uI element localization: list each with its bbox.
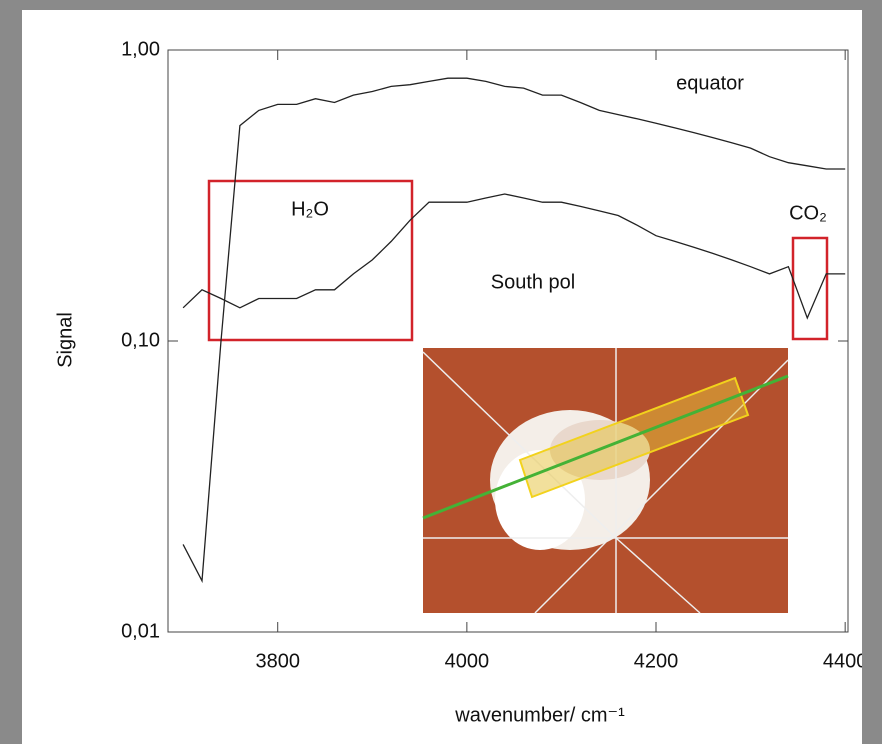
co2-box <box>791 236 829 341</box>
series-label: equator <box>676 72 744 94</box>
h2o-box <box>207 179 414 342</box>
x-tick-label: 4200 <box>634 650 679 672</box>
x-tick-label: 4000 <box>445 650 490 672</box>
x-tick-label: 3800 <box>255 650 300 672</box>
annotation: H₂O <box>291 198 329 220</box>
y-tick-label: 0,01 <box>121 620 160 642</box>
y-axis-label: Signal <box>54 312 76 368</box>
y-tick-label: 1,00 <box>121 38 160 60</box>
y-tick-label: 0,10 <box>121 329 160 351</box>
annotation: CO₂ <box>789 202 827 224</box>
series-label: South pol <box>491 271 576 293</box>
chart: H₂O CO₂ equator South pol Signal wavenum… <box>22 10 862 744</box>
series-line <box>182 193 846 320</box>
inset-image <box>422 348 789 614</box>
series-line <box>182 77 846 584</box>
x-tick-label: 4400 <box>823 650 862 672</box>
x-axis-label: wavenumber/ cm⁻¹ <box>454 704 625 726</box>
